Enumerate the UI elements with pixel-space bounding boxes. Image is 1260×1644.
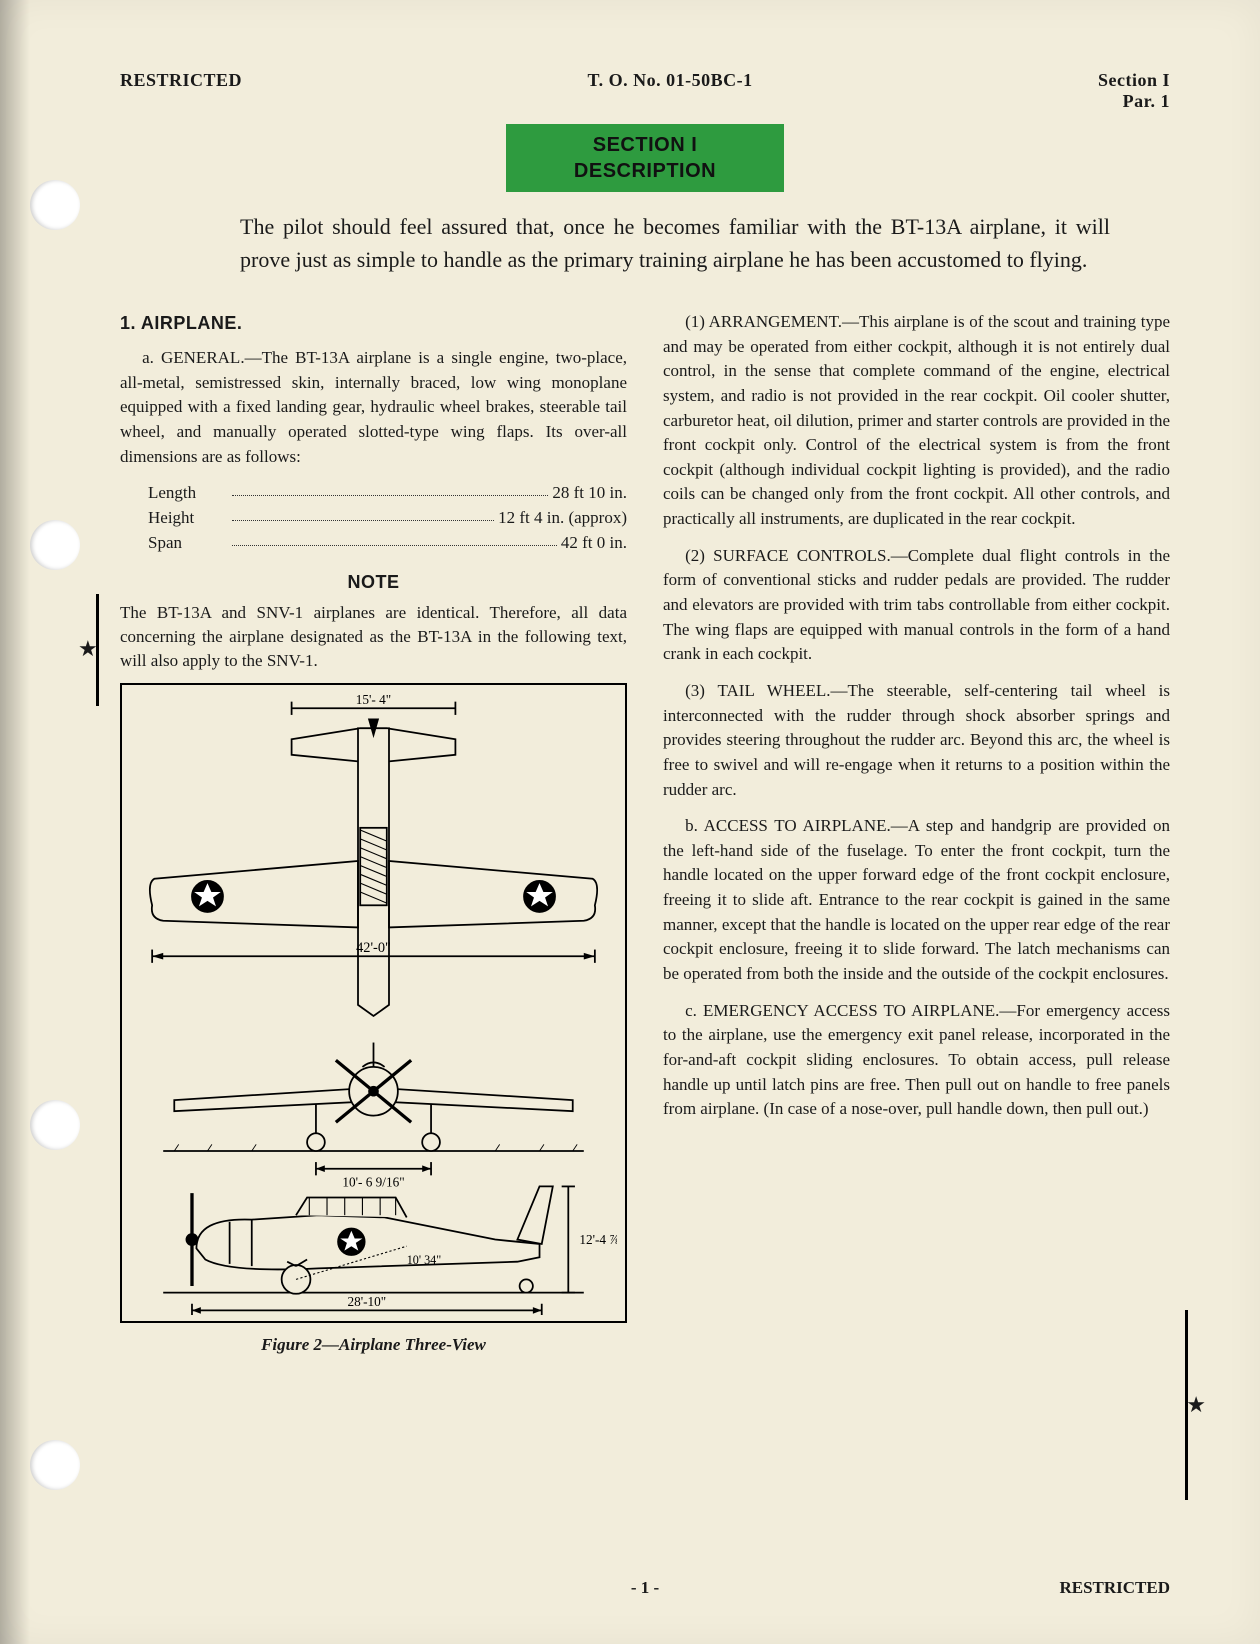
binder-hole: [30, 1100, 80, 1150]
para-access: b. ACCESS TO AIRPLANE.—A step and handgr…: [663, 814, 1170, 986]
binder-hole: [30, 520, 80, 570]
dim-label: Height: [148, 506, 228, 531]
page-footer: - 1 - RESTRICTED: [120, 1578, 1170, 1598]
note-body: The BT-13A and SNV-1 airplanes are ident…: [120, 601, 627, 672]
dim-label: Length: [148, 481, 228, 506]
intro-paragraph: The pilot should feel assured that, once…: [240, 210, 1110, 276]
note-heading: NOTE: [120, 569, 627, 595]
right-column: (1) ARRANGEMENT.—This airplane is of the…: [663, 310, 1170, 1357]
header-center: T. O. No. 01-50BC-1: [242, 70, 1098, 91]
dim-prop-text: 10' 34": [407, 1253, 442, 1267]
left-column: 1. AIRPLANE. a. GENERAL.—The BT-13A airp…: [120, 310, 627, 1357]
banner-line1: SECTION I: [520, 132, 770, 158]
dim-row-height: Height 12 ft 4 in. (approx): [148, 506, 627, 531]
change-star-right: ★: [1186, 1392, 1206, 1418]
figure-three-view: 15'- 4": [120, 683, 627, 1323]
dim-value: 42 ft 0 in.: [561, 531, 627, 556]
airplane-three-view-svg: 15'- 4": [130, 695, 617, 1315]
para-emergency-access: c. EMERGENCY ACCESS TO AIRPLANE.—For eme…: [663, 999, 1170, 1122]
header-section: Section I: [1098, 70, 1170, 91]
header-par: Par. 1: [1098, 91, 1170, 112]
dim-value: 12 ft 4 in. (approx): [498, 506, 627, 531]
section-banner: SECTION I DESCRIPTION: [506, 124, 784, 192]
two-column-body: 1. AIRPLANE. a. GENERAL.—The BT-13A airp…: [120, 310, 1170, 1357]
footer-page-number: - 1 -: [631, 1578, 659, 1598]
figure-caption: Figure 2—Airplane Three-View: [120, 1333, 627, 1358]
para-tail-wheel: (3) TAIL WHEEL.—The steerable, self-cent…: [663, 679, 1170, 802]
dim-span-text: 42'-0": [356, 939, 391, 955]
page-header: RESTRICTED T. O. No. 01-50BC-1 Section I…: [120, 70, 1170, 112]
dim-label: Span: [148, 531, 228, 556]
dim-row-span: Span 42 ft 0 in.: [148, 531, 627, 556]
change-star-left: ★: [78, 636, 98, 662]
dim-length-text: 28'-10": [347, 1294, 386, 1309]
dim-tread-text: 10'- 6 9/16": [342, 1174, 404, 1189]
para-general: a. GENERAL.—The BT-13A airplane is a sin…: [120, 346, 627, 469]
document-page: ★ ★ RESTRICTED T. O. No. 01-50BC-1 Secti…: [0, 0, 1260, 1644]
dimensions-list: Length 28 ft 10 in. Height 12 ft 4 in. (…: [148, 481, 627, 555]
para-arrangement: (1) ARRANGEMENT.—This airplane is of the…: [663, 310, 1170, 532]
header-left: RESTRICTED: [120, 70, 242, 91]
binder-hole: [30, 180, 80, 230]
header-right: Section I Par. 1: [1098, 70, 1170, 112]
footer-right: RESTRICTED: [1059, 1578, 1170, 1598]
dim-row-length: Length 28 ft 10 in.: [148, 481, 627, 506]
dim-top-text: 15'- 4": [356, 695, 391, 707]
heading-airplane: 1. AIRPLANE.: [120, 310, 627, 336]
banner-line2: DESCRIPTION: [520, 158, 770, 184]
dim-value: 28 ft 10 in.: [552, 481, 627, 506]
para-surface-controls: (2) SURFACE CONTROLS.—Complete dual flig…: [663, 544, 1170, 667]
binder-hole: [30, 1440, 80, 1490]
dim-leader: [232, 531, 557, 546]
dim-leader: [232, 481, 548, 496]
dim-height-text: 12'-4 ⅞": [579, 1232, 617, 1247]
dim-leader: [232, 506, 494, 521]
